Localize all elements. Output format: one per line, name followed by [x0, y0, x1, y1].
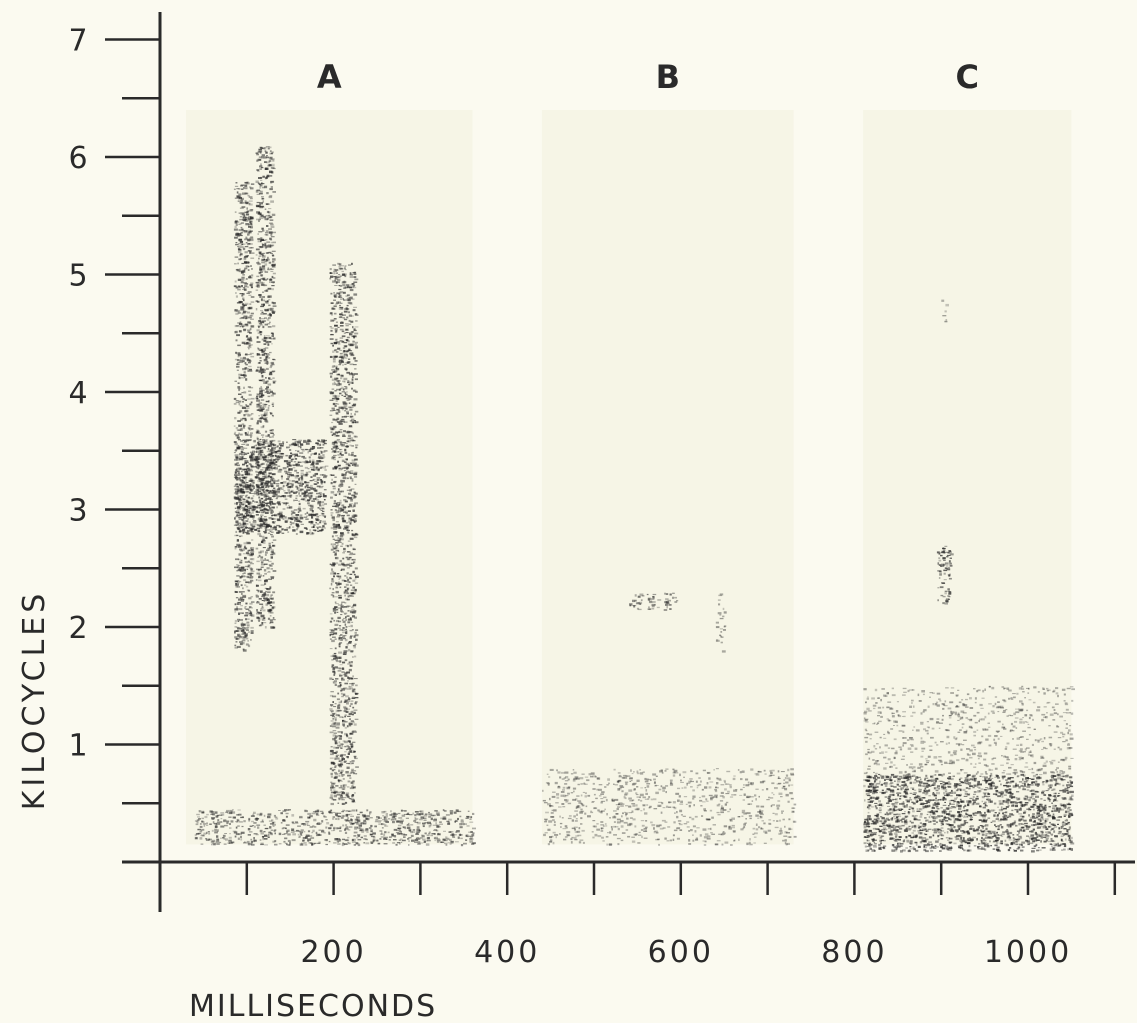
- energy-region: [863, 685, 1075, 776]
- panel-b: B: [541, 58, 797, 846]
- y-tick-label: 2: [68, 611, 87, 646]
- x-axis-title: MILLISECONDS: [189, 989, 437, 1023]
- spectrogram-panels: A B C: [186, 58, 1075, 853]
- panel-label: A: [317, 58, 342, 96]
- energy-region: [715, 593, 727, 653]
- y-tick-label: 6: [68, 141, 87, 176]
- x-tick-label: 600: [648, 935, 714, 970]
- y-axis-ticks: 1 2 3 4 5 6 7: [68, 24, 160, 805]
- energy-region: [542, 768, 797, 846]
- panel-label: C: [955, 58, 978, 96]
- energy-region: [194, 809, 476, 847]
- panel-background: [863, 110, 1072, 845]
- y-axis-title: KILOCYCLES: [17, 590, 52, 811]
- panel-background: [186, 110, 473, 845]
- axes: 1 2 3 4 5 6 7 200 400 600 800 1000: [68, 12, 1135, 970]
- energy-region: [233, 439, 329, 536]
- energy-region: [629, 593, 645, 611]
- x-tick-label: 800: [821, 935, 887, 970]
- panel-a: A: [186, 58, 476, 847]
- energy-region: [941, 299, 949, 323]
- x-tick-label: 200: [300, 935, 366, 970]
- y-tick-label: 4: [68, 376, 87, 411]
- y-tick-label: 3: [68, 494, 87, 529]
- y-tick-label: 5: [68, 259, 87, 294]
- energy-region: [329, 262, 359, 806]
- panel-background: [541, 110, 794, 845]
- x-axis-ticks: 200 400 600 800 1000: [158, 862, 1117, 970]
- energy-region: [646, 593, 662, 610]
- y-tick-label: 7: [68, 24, 87, 59]
- energy-region: [863, 773, 1075, 853]
- energy-region: [663, 592, 679, 611]
- y-tick-label: 1: [68, 729, 87, 764]
- panel-label: B: [656, 58, 680, 96]
- x-tick-label: 1000: [984, 935, 1072, 970]
- x-tick-label: 400: [474, 935, 540, 970]
- panel-c: C: [863, 58, 1075, 853]
- energy-region: [936, 545, 954, 605]
